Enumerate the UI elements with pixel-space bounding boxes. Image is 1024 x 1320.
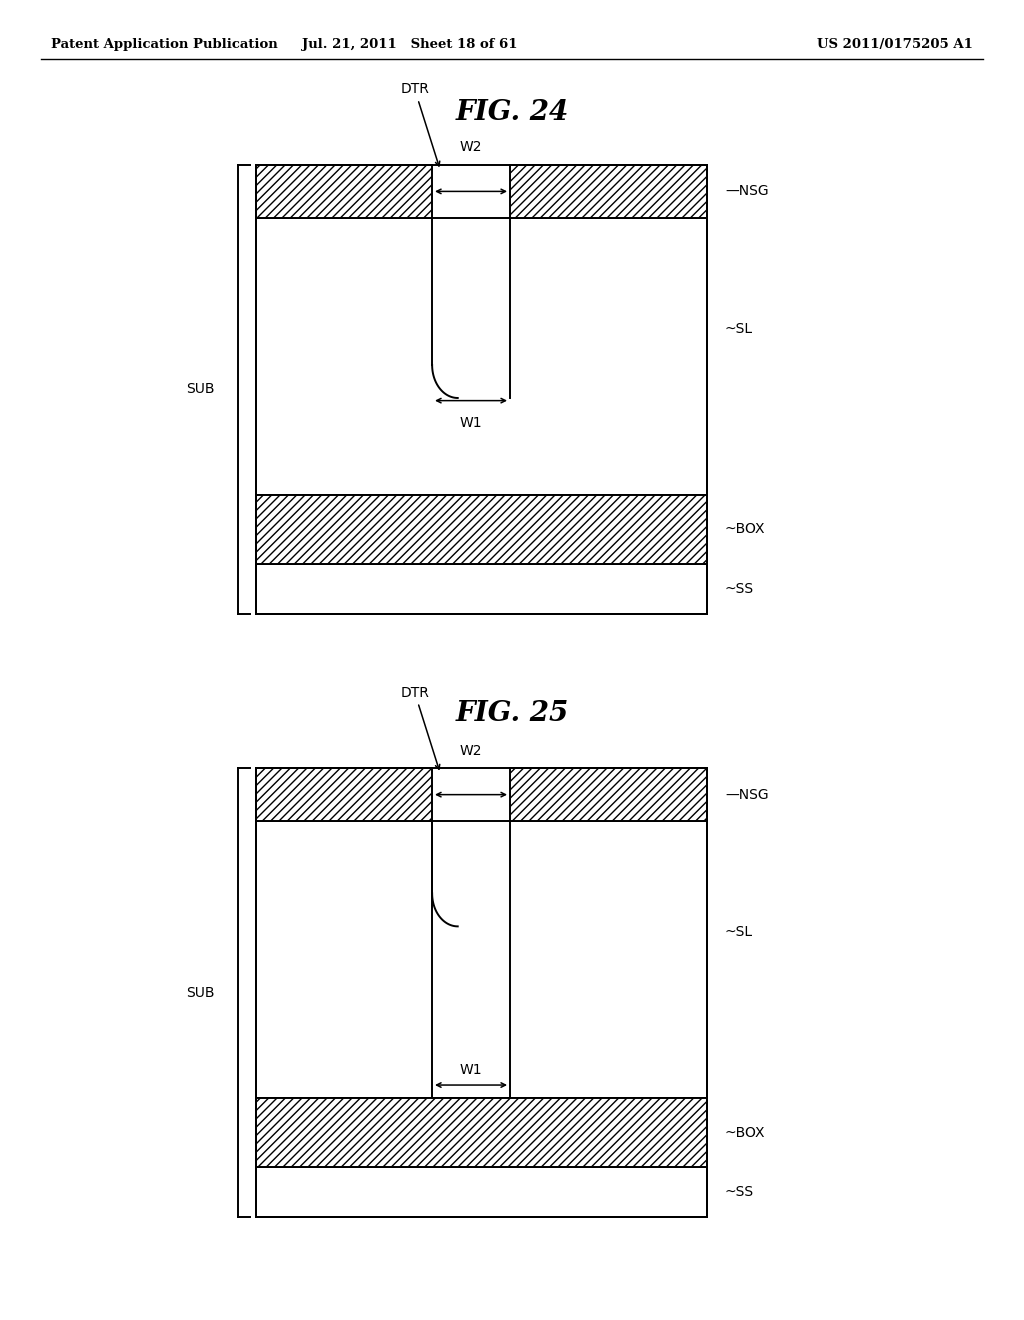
Text: ~SS: ~SS (725, 582, 754, 595)
Bar (256, 1098, 707, 1167)
Text: ~BOX: ~BOX (725, 1126, 766, 1139)
Text: ~SL: ~SL (725, 925, 753, 939)
Text: W2: W2 (460, 140, 482, 154)
Bar (256, 495, 707, 564)
Text: SUB: SUB (186, 383, 215, 396)
Text: ~SL: ~SL (725, 322, 753, 335)
Bar (256, 165, 432, 218)
Bar (510, 165, 707, 218)
Text: —NSG: —NSG (725, 788, 769, 801)
Text: Patent Application Publication: Patent Application Publication (51, 38, 278, 51)
Bar (256, 768, 432, 821)
Text: FIG. 25: FIG. 25 (456, 700, 568, 726)
Text: W1: W1 (460, 1063, 482, 1077)
Text: ~BOX: ~BOX (725, 523, 766, 536)
Bar (256, 218, 707, 495)
Text: DTR: DTR (400, 82, 439, 166)
Text: SUB: SUB (186, 986, 215, 999)
Text: —NSG: —NSG (725, 185, 769, 198)
Text: W2: W2 (460, 743, 482, 758)
Text: Jul. 21, 2011   Sheet 18 of 61: Jul. 21, 2011 Sheet 18 of 61 (302, 38, 517, 51)
Text: FIG. 24: FIG. 24 (456, 99, 568, 125)
Bar (510, 768, 707, 821)
Text: DTR: DTR (400, 685, 439, 770)
Text: ~SS: ~SS (725, 1185, 754, 1199)
Bar (256, 1167, 707, 1217)
Bar (256, 821, 707, 1098)
Text: US 2011/0175205 A1: US 2011/0175205 A1 (817, 38, 973, 51)
Bar (256, 564, 707, 614)
Text: W1: W1 (460, 417, 482, 430)
